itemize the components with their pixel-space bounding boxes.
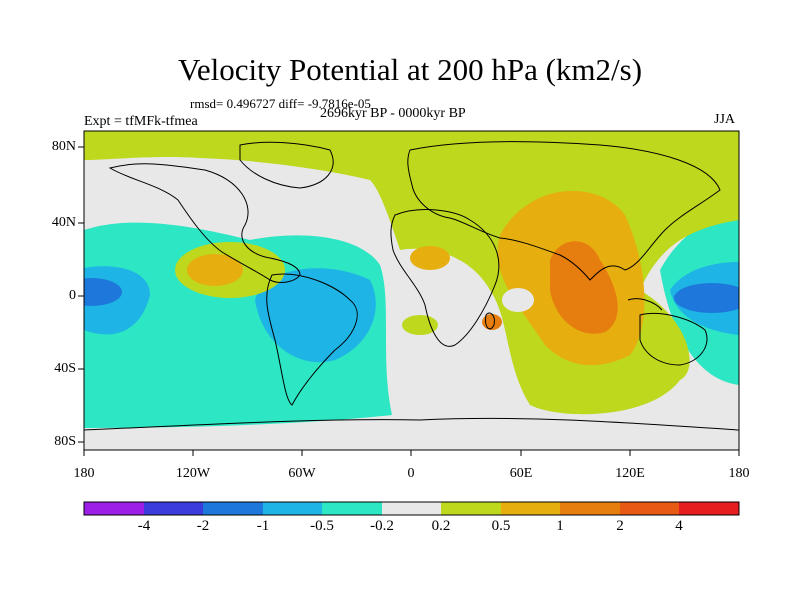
colorbar-swatch-2 xyxy=(144,502,203,515)
neutral-hole-east-africa xyxy=(502,288,534,312)
strong-positive-indian-ocean xyxy=(550,241,618,334)
axis-ticks xyxy=(78,146,740,456)
season-label: JJA xyxy=(714,112,736,127)
colorbar-label: -4 xyxy=(137,518,151,534)
colorbar-swatch-5 xyxy=(322,502,382,515)
positive-core-central-america xyxy=(187,254,243,286)
y-tick-label: 80S xyxy=(54,434,76,449)
colorbar-label: 1 xyxy=(556,518,564,534)
colorbar xyxy=(83,501,740,516)
x-tick-label: 60E xyxy=(509,466,533,481)
stats-label: rmsd= 0.496727 diff= -9.7816e-05 xyxy=(190,96,371,111)
strong-negative-east-pacific xyxy=(84,278,122,306)
map-title: Velocity Potential at 200 hPa (km2/s) xyxy=(177,52,643,87)
x-tick-label: 180 xyxy=(73,466,95,481)
colorbar-label: 2 xyxy=(616,518,624,534)
period-label: 2696kyr BP - 0000kyr BP xyxy=(320,106,466,121)
colorbar-label: -0.5 xyxy=(310,518,334,534)
experiment-label: Expt = tfMFk-tfmea xyxy=(84,114,198,129)
colorbar-swatch-6 xyxy=(382,502,441,515)
colorbar-label: 0.5 xyxy=(491,518,511,534)
colorbar-swatch-4 xyxy=(263,502,322,515)
x-tick-label: 0 xyxy=(407,466,415,481)
y-tick-label: 80N xyxy=(51,139,76,154)
coastlines xyxy=(84,141,739,431)
positive-core-arabia xyxy=(410,246,450,270)
strong-negative-west-pacific xyxy=(674,283,739,313)
colorbar-swatch-9 xyxy=(560,502,620,515)
x-tick-label: 180 xyxy=(728,466,750,481)
colorbar-label: -2 xyxy=(196,518,210,534)
colorbar-label: -0.2 xyxy=(370,518,394,534)
y-tick-label: 40S xyxy=(54,361,76,376)
contour-field xyxy=(84,131,739,450)
colorbar-label: 0.2 xyxy=(431,518,451,534)
colorbar-label: 4 xyxy=(675,518,683,534)
colorbar-swatch-10 xyxy=(620,502,679,515)
x-tick-label: 120E xyxy=(615,466,645,481)
colorbar-label: -1 xyxy=(256,518,270,534)
colorbar-swatch-7 xyxy=(441,502,501,515)
y-tick-label: 40N xyxy=(51,215,76,230)
colorbar-swatch-8 xyxy=(501,502,560,515)
x-tick-label: 60W xyxy=(288,466,316,481)
positive-blob-africa xyxy=(402,315,438,335)
x-tick-label: 120W xyxy=(175,466,211,481)
colorbar-swatch-1 xyxy=(84,502,144,515)
colorbar-swatch-11 xyxy=(679,502,739,515)
colorbar-swatch-3 xyxy=(203,502,263,515)
negative-core-south-america xyxy=(255,268,376,363)
y-tick-label: 0 xyxy=(69,288,76,303)
